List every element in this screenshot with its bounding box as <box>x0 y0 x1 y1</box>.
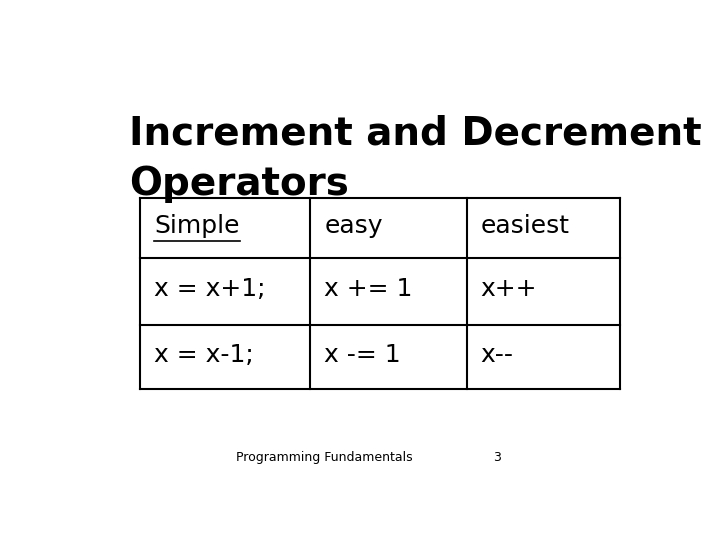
Text: x += 1: x += 1 <box>324 278 413 301</box>
Text: Increment and Decrement: Increment and Decrement <box>129 114 702 153</box>
Text: x = x-1;: x = x-1; <box>154 343 254 367</box>
Text: Simple: Simple <box>154 214 240 238</box>
Text: easy: easy <box>324 214 383 238</box>
Text: 3: 3 <box>493 451 501 464</box>
Text: x--: x-- <box>481 343 513 367</box>
Text: x -= 1: x -= 1 <box>324 343 401 367</box>
Text: x++: x++ <box>481 278 537 301</box>
Text: Programming Fundamentals: Programming Fundamentals <box>236 451 413 464</box>
Text: x = x+1;: x = x+1; <box>154 278 266 301</box>
Text: easiest: easiest <box>481 214 570 238</box>
Text: Operators: Operators <box>129 165 349 202</box>
